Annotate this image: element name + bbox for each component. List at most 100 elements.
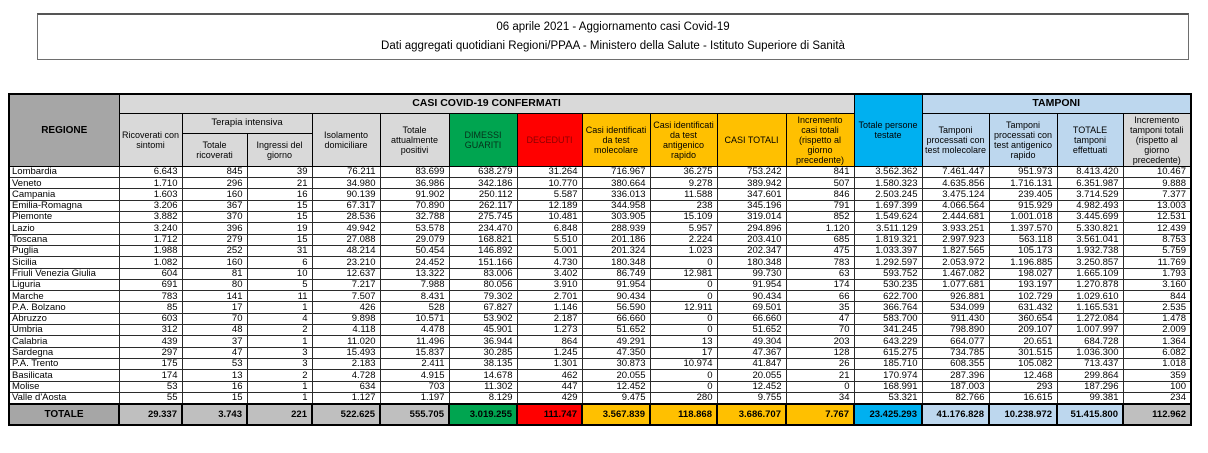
value-cell: 8.129	[448, 391, 518, 405]
value-cell: 1.272.084	[1056, 312, 1124, 326]
table-row: Puglia 1.988 252 31 48.214 50.454 146.892 5.001…	[8, 244, 1192, 258]
totale-value-cell: 23.425.293	[853, 402, 923, 426]
value-cell: 67.317	[311, 199, 381, 213]
value-cell: 1.988	[118, 244, 183, 258]
value-cell: 296	[181, 177, 248, 190]
value-cell: 608.355	[921, 357, 990, 371]
value-cell: 9.898	[311, 312, 381, 326]
value-cell: 783	[785, 256, 855, 269]
totale-value-cell: 522.625	[311, 402, 381, 426]
value-cell: 1.007.997	[1056, 324, 1124, 337]
value-cell: 370	[181, 211, 248, 224]
value-cell: 9.755	[716, 391, 787, 405]
value-cell: 299.864	[1056, 369, 1124, 382]
totale-value-cell: 51.415.800	[1056, 402, 1124, 426]
value-cell: 429	[516, 391, 583, 405]
value-cell: 12.531	[1122, 211, 1192, 224]
totale-value-cell: 3.019.255	[448, 402, 518, 426]
value-cell: 99.381	[1056, 391, 1124, 405]
value-cell: 2.009	[1122, 324, 1192, 337]
value-cell: 1.245	[516, 346, 583, 359]
totale-value-cell: 10.238.972	[988, 402, 1058, 426]
value-cell: 5.587	[516, 188, 583, 201]
value-cell: 262.117	[448, 199, 518, 213]
title-box: 06 aprile 2021 - Aggiornamento casi Covi…	[37, 13, 1189, 60]
value-cell: 34	[785, 391, 855, 405]
header-isolamento: Isolamento domiciliare	[311, 112, 381, 167]
value-cell: 301.515	[988, 346, 1058, 359]
value-cell: 303.905	[581, 211, 651, 224]
value-cell: 209.107	[988, 324, 1058, 337]
totale-value-cell: 118.868	[649, 402, 718, 426]
totale-value-cell: 3.743	[181, 402, 248, 426]
value-cell: 13.322	[379, 267, 450, 280]
value-cell: 462	[516, 369, 583, 382]
value-cell: 9.278	[649, 177, 718, 190]
value-cell: 864	[516, 335, 583, 348]
report-title: 06 aprile 2021 - Aggiornamento casi Covi…	[496, 21, 730, 33]
value-cell: 27.088	[311, 233, 381, 246]
value-cell: 3.562.362	[853, 165, 923, 179]
value-cell: 664.077	[921, 335, 990, 348]
value-cell: 716.967	[581, 165, 651, 179]
value-cell: 0	[649, 369, 718, 382]
header-dimessi-guariti: DIMESSI GUARITI	[448, 112, 518, 167]
value-cell: 10.770	[516, 177, 583, 190]
table-row: Emilia-Romagna 3.206 367 15 67.317 70.890 262.…	[8, 199, 1192, 213]
value-cell: 344.958	[581, 199, 651, 213]
value-cell: 11.020	[311, 335, 381, 348]
value-cell: 24.452	[379, 256, 450, 269]
header-terapia-intensiva: Terapia intensiva	[181, 112, 313, 134]
value-cell: 593.752	[853, 267, 923, 280]
value-cell: 1	[246, 335, 313, 348]
value-cell: 1.165.531	[1056, 301, 1124, 314]
table-header: REGIONE CASI COVID-19 CONFERMATI Totale …	[8, 93, 1192, 167]
value-cell: 10	[246, 267, 313, 280]
value-cell: 81	[181, 267, 248, 280]
value-cell: 203.410	[716, 233, 787, 246]
value-cell: 69.501	[716, 301, 787, 314]
value-cell: 238	[649, 199, 718, 213]
value-cell: 168.821	[448, 233, 518, 246]
value-cell: 615.275	[853, 346, 923, 359]
table-row: Lazio 3.240 396 19 49.942 53.578 234.470 6.848 2…	[8, 222, 1192, 235]
header-regione: REGIONE	[8, 93, 120, 167]
value-cell: 11.496	[379, 335, 450, 348]
value-cell: 7.507	[311, 290, 381, 303]
value-cell: 507	[785, 177, 855, 190]
value-cell: 5.510	[516, 233, 583, 246]
value-cell: 66.660	[716, 312, 787, 326]
table-row: Veneto 1.710 296 21 34.980 36.986 342.186 10.77…	[8, 177, 1192, 190]
region-name: Liguria	[8, 278, 120, 292]
header-deceduti: DECEDUTI	[516, 112, 583, 167]
region-name: Friuli Venezia Giulia	[8, 267, 120, 280]
value-cell: 3.402	[516, 267, 583, 280]
region-name: Campania	[8, 188, 120, 201]
value-cell: 51.652	[716, 324, 787, 337]
value-cell: 79.302	[448, 290, 518, 303]
value-cell: 915.929	[988, 199, 1058, 213]
header-ti-totale: Totale ricoverati	[181, 132, 248, 167]
value-cell: 82.766	[921, 391, 990, 405]
value-cell: 185.710	[853, 357, 923, 371]
value-cell: 15	[246, 211, 313, 224]
header-casi-totali: CASI TOTALI	[716, 112, 787, 167]
value-cell: 53	[181, 357, 248, 371]
value-cell: 341.245	[853, 324, 923, 337]
value-cell: 11.302	[448, 380, 518, 393]
region-name: Molise	[8, 380, 120, 393]
region-name: P.A. Trento	[8, 357, 120, 371]
value-cell: 1.793	[1122, 267, 1192, 280]
totale-value-cell: 7.767	[785, 402, 855, 426]
value-cell: 5	[246, 278, 313, 292]
value-cell: 3.714.529	[1056, 188, 1124, 201]
value-cell: 319.014	[716, 211, 787, 224]
value-cell: 11	[246, 290, 313, 303]
region-name: Basilicata	[8, 369, 120, 382]
value-cell: 926.881	[921, 290, 990, 303]
value-cell: 80.056	[448, 278, 518, 292]
totale-value-cell: 111.747	[516, 402, 583, 426]
value-cell: 48.214	[311, 244, 381, 258]
value-cell: 31.264	[516, 165, 583, 179]
value-cell: 23.210	[311, 256, 381, 269]
